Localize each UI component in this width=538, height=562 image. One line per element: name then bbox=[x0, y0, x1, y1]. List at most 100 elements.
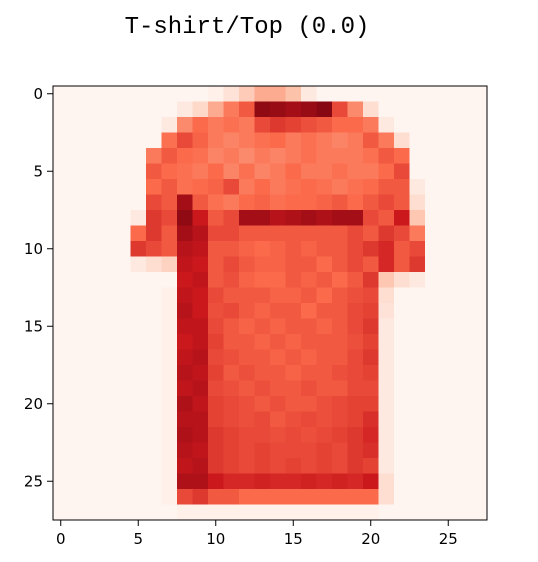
heatmap-cell bbox=[363, 381, 379, 397]
heatmap-cell bbox=[425, 396, 441, 412]
heatmap-cell bbox=[146, 133, 162, 149]
heatmap-cell bbox=[456, 241, 472, 257]
heatmap-cell bbox=[317, 117, 333, 133]
heatmap-cell bbox=[239, 365, 255, 381]
heatmap-cell bbox=[425, 257, 441, 273]
heatmap-cell bbox=[286, 474, 302, 490]
heatmap-cell bbox=[410, 148, 426, 164]
heatmap-cell bbox=[301, 474, 317, 490]
heatmap-cell bbox=[472, 272, 488, 288]
heatmap-cell bbox=[301, 334, 317, 350]
heatmap-cell bbox=[208, 505, 224, 521]
heatmap-cell bbox=[379, 427, 395, 443]
heatmap-cell bbox=[332, 195, 348, 211]
heatmap-cell bbox=[146, 350, 162, 366]
heatmap-cell bbox=[239, 195, 255, 211]
heatmap-cell bbox=[53, 443, 69, 459]
heatmap-cell bbox=[456, 334, 472, 350]
heatmap-cell bbox=[239, 489, 255, 505]
heatmap-cell bbox=[317, 319, 333, 335]
heatmap-cell bbox=[410, 195, 426, 211]
heatmap-cell bbox=[363, 319, 379, 335]
heatmap-cell bbox=[456, 350, 472, 366]
heatmap-cell bbox=[394, 210, 410, 226]
heatmap-cell bbox=[255, 133, 271, 149]
heatmap-cell bbox=[208, 241, 224, 257]
heatmap-cell bbox=[348, 195, 364, 211]
heatmap-cell bbox=[363, 489, 379, 505]
heatmap-cell bbox=[84, 86, 100, 102]
heatmap-cell bbox=[131, 179, 147, 195]
heatmap-cell bbox=[177, 226, 193, 242]
heatmap-cell bbox=[286, 133, 302, 149]
heatmap-cell bbox=[270, 195, 286, 211]
heatmap-cell bbox=[332, 210, 348, 226]
heatmap-cell bbox=[255, 86, 271, 102]
heatmap-cell bbox=[115, 288, 131, 304]
heatmap-cell bbox=[100, 381, 116, 397]
heatmap-cell bbox=[208, 257, 224, 273]
heatmap-cell bbox=[394, 350, 410, 366]
heatmap-cell bbox=[208, 210, 224, 226]
heatmap-cell bbox=[224, 412, 240, 428]
heatmap-cell bbox=[146, 396, 162, 412]
heatmap-cell bbox=[100, 86, 116, 102]
heatmap-cell bbox=[410, 303, 426, 319]
heatmap-cell bbox=[193, 148, 209, 164]
heatmap-cell bbox=[255, 195, 271, 211]
heatmap-cell bbox=[224, 365, 240, 381]
heatmap-cell bbox=[379, 288, 395, 304]
heatmap-cell bbox=[441, 86, 457, 102]
heatmap-cell bbox=[379, 210, 395, 226]
heatmap-cell bbox=[100, 226, 116, 242]
heatmap-cell bbox=[332, 102, 348, 118]
heatmap-cell bbox=[146, 148, 162, 164]
heatmap-cell bbox=[224, 241, 240, 257]
heatmap-cell bbox=[84, 241, 100, 257]
heatmap-cell bbox=[394, 288, 410, 304]
heatmap-cell bbox=[100, 179, 116, 195]
heatmap-cell bbox=[69, 195, 85, 211]
heatmap-cell bbox=[425, 474, 441, 490]
heatmap-cell bbox=[270, 334, 286, 350]
heatmap-cell bbox=[162, 195, 178, 211]
x-tick-label: 20 bbox=[361, 530, 380, 548]
heatmap-cell bbox=[69, 489, 85, 505]
heatmap-cell bbox=[456, 210, 472, 226]
heatmap-cell bbox=[177, 117, 193, 133]
heatmap-cell bbox=[146, 179, 162, 195]
heatmap-cell bbox=[69, 210, 85, 226]
heatmap-cell bbox=[472, 117, 488, 133]
heatmap-cell bbox=[425, 489, 441, 505]
heatmap-cell bbox=[208, 334, 224, 350]
heatmap-cell bbox=[379, 474, 395, 490]
heatmap-cell bbox=[239, 241, 255, 257]
heatmap-cell bbox=[224, 489, 240, 505]
heatmap-cell bbox=[363, 350, 379, 366]
heatmap-cell bbox=[224, 303, 240, 319]
heatmap-cell bbox=[255, 443, 271, 459]
heatmap-cell bbox=[84, 272, 100, 288]
heatmap-cell bbox=[425, 179, 441, 195]
heatmap-cell bbox=[301, 303, 317, 319]
heatmap-cell bbox=[84, 365, 100, 381]
heatmap-cell bbox=[177, 86, 193, 102]
heatmap-cell bbox=[441, 195, 457, 211]
heatmap-cell bbox=[177, 148, 193, 164]
heatmap-cell bbox=[286, 241, 302, 257]
heatmap-cell bbox=[84, 102, 100, 118]
heatmap-cell bbox=[131, 102, 147, 118]
heatmap-cell bbox=[394, 133, 410, 149]
heatmap-cell bbox=[53, 210, 69, 226]
heatmap-cell bbox=[379, 226, 395, 242]
heatmap-cell bbox=[53, 365, 69, 381]
heatmap-cell bbox=[146, 489, 162, 505]
heatmap-cell bbox=[348, 350, 364, 366]
heatmap-cell bbox=[193, 396, 209, 412]
heatmap-cell bbox=[146, 334, 162, 350]
heatmap-cell bbox=[379, 303, 395, 319]
heatmap-cell bbox=[348, 334, 364, 350]
heatmap-cell bbox=[425, 365, 441, 381]
heatmap-cell bbox=[394, 164, 410, 180]
heatmap-cell bbox=[193, 319, 209, 335]
